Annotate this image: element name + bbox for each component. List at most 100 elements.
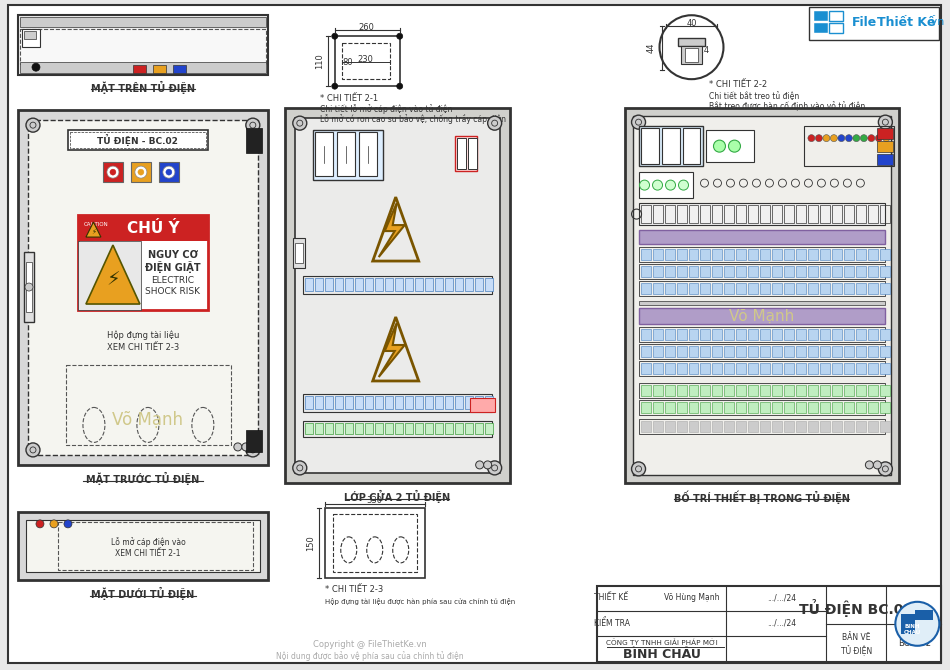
Bar: [772, 249, 783, 260]
Bar: [435, 278, 443, 291]
Text: Hộp đựng tài liệu được hàn phía sau cửa chính tủ điện: Hộp đựng tài liệu được hàn phía sau cửa …: [325, 598, 515, 605]
Bar: [760, 266, 770, 277]
Bar: [821, 402, 830, 413]
Circle shape: [846, 135, 852, 141]
Bar: [305, 278, 313, 291]
Polygon shape: [379, 203, 405, 257]
Bar: [712, 329, 723, 340]
Bar: [845, 346, 854, 357]
Text: BC.02-2: BC.02-2: [898, 639, 931, 649]
Bar: [772, 346, 783, 357]
Bar: [455, 423, 463, 434]
Bar: [845, 385, 854, 396]
Bar: [832, 363, 843, 374]
Circle shape: [32, 63, 40, 71]
Text: .vn: .vn: [927, 17, 944, 27]
Bar: [845, 249, 854, 260]
Bar: [661, 128, 679, 164]
Bar: [689, 346, 698, 357]
Bar: [868, 421, 879, 432]
Bar: [314, 423, 323, 434]
Bar: [26, 262, 32, 312]
Bar: [640, 329, 651, 340]
Bar: [415, 278, 423, 291]
Bar: [881, 421, 890, 432]
Text: Võ Hùng Mạnh: Võ Hùng Mạnh: [664, 594, 719, 602]
Bar: [712, 266, 723, 277]
Bar: [712, 346, 723, 357]
Bar: [676, 205, 687, 223]
Circle shape: [487, 461, 502, 475]
Text: CHÚ Ý: CHÚ Ý: [126, 220, 180, 236]
Bar: [736, 266, 747, 277]
Bar: [725, 283, 734, 294]
Bar: [435, 423, 443, 434]
Text: XEM CHI TIẾT 2-3: XEM CHI TIẾT 2-3: [106, 344, 179, 352]
Bar: [689, 283, 698, 294]
Bar: [597, 586, 941, 662]
Text: MẶT DƯỚI TỦ ĐIỆN: MẶT DƯỚI TỦ ĐIỆN: [91, 588, 195, 600]
Bar: [868, 385, 879, 396]
Bar: [445, 278, 452, 291]
Text: Ø14: Ø14: [693, 46, 710, 55]
Bar: [325, 423, 332, 434]
Circle shape: [293, 461, 307, 475]
Bar: [638, 344, 885, 359]
Bar: [66, 365, 231, 445]
Bar: [821, 346, 830, 357]
Bar: [676, 402, 687, 413]
Text: .../.../24: .../.../24: [767, 594, 796, 602]
Bar: [359, 132, 377, 176]
Bar: [689, 249, 698, 260]
Circle shape: [713, 140, 726, 152]
Bar: [809, 7, 940, 40]
Bar: [707, 130, 754, 162]
Bar: [68, 130, 208, 150]
Bar: [334, 278, 343, 291]
Bar: [469, 398, 495, 412]
Bar: [18, 512, 268, 580]
Circle shape: [666, 180, 675, 190]
Bar: [664, 402, 674, 413]
Bar: [285, 108, 509, 483]
Bar: [736, 283, 747, 294]
Bar: [749, 402, 758, 413]
Text: THIẾT KẾ: THIẾT KẾ: [595, 594, 629, 602]
Bar: [425, 396, 432, 409]
Bar: [425, 278, 432, 291]
Bar: [394, 423, 403, 434]
Bar: [700, 363, 711, 374]
Bar: [796, 205, 807, 223]
Bar: [638, 308, 885, 324]
Bar: [700, 266, 711, 277]
Text: Hộp đựng tài liệu: Hộp đựng tài liệu: [106, 330, 180, 340]
Text: MẶT TRƯỚC TỦ ĐIỆN: MẶT TRƯỚC TỦ ĐIỆN: [86, 472, 200, 486]
Bar: [881, 329, 890, 340]
Bar: [821, 266, 830, 277]
Bar: [475, 278, 483, 291]
Bar: [856, 329, 866, 340]
Bar: [638, 383, 885, 398]
Bar: [653, 266, 662, 277]
Text: 150: 150: [306, 535, 315, 551]
Bar: [20, 29, 266, 64]
Bar: [676, 283, 687, 294]
Bar: [294, 118, 500, 473]
Bar: [425, 423, 432, 434]
Bar: [467, 138, 477, 169]
Bar: [808, 346, 818, 357]
Bar: [20, 62, 266, 73]
Bar: [103, 162, 123, 182]
Bar: [689, 329, 698, 340]
Text: Lỗ mở có ron cao su bảo vệ, chống trầy cáp điện: Lỗ mở có ron cao su bảo vệ, chống trầy c…: [320, 114, 505, 124]
Text: Chi tiết lỗ mở cáp điện vào tủ điện: Chi tiết lỗ mở cáp điện vào tủ điện: [320, 105, 452, 114]
Bar: [712, 205, 723, 223]
Bar: [374, 278, 383, 291]
Bar: [845, 266, 854, 277]
Bar: [845, 421, 854, 432]
Circle shape: [729, 140, 740, 152]
Bar: [689, 266, 698, 277]
Bar: [856, 249, 866, 260]
Bar: [868, 363, 879, 374]
Circle shape: [895, 602, 940, 646]
